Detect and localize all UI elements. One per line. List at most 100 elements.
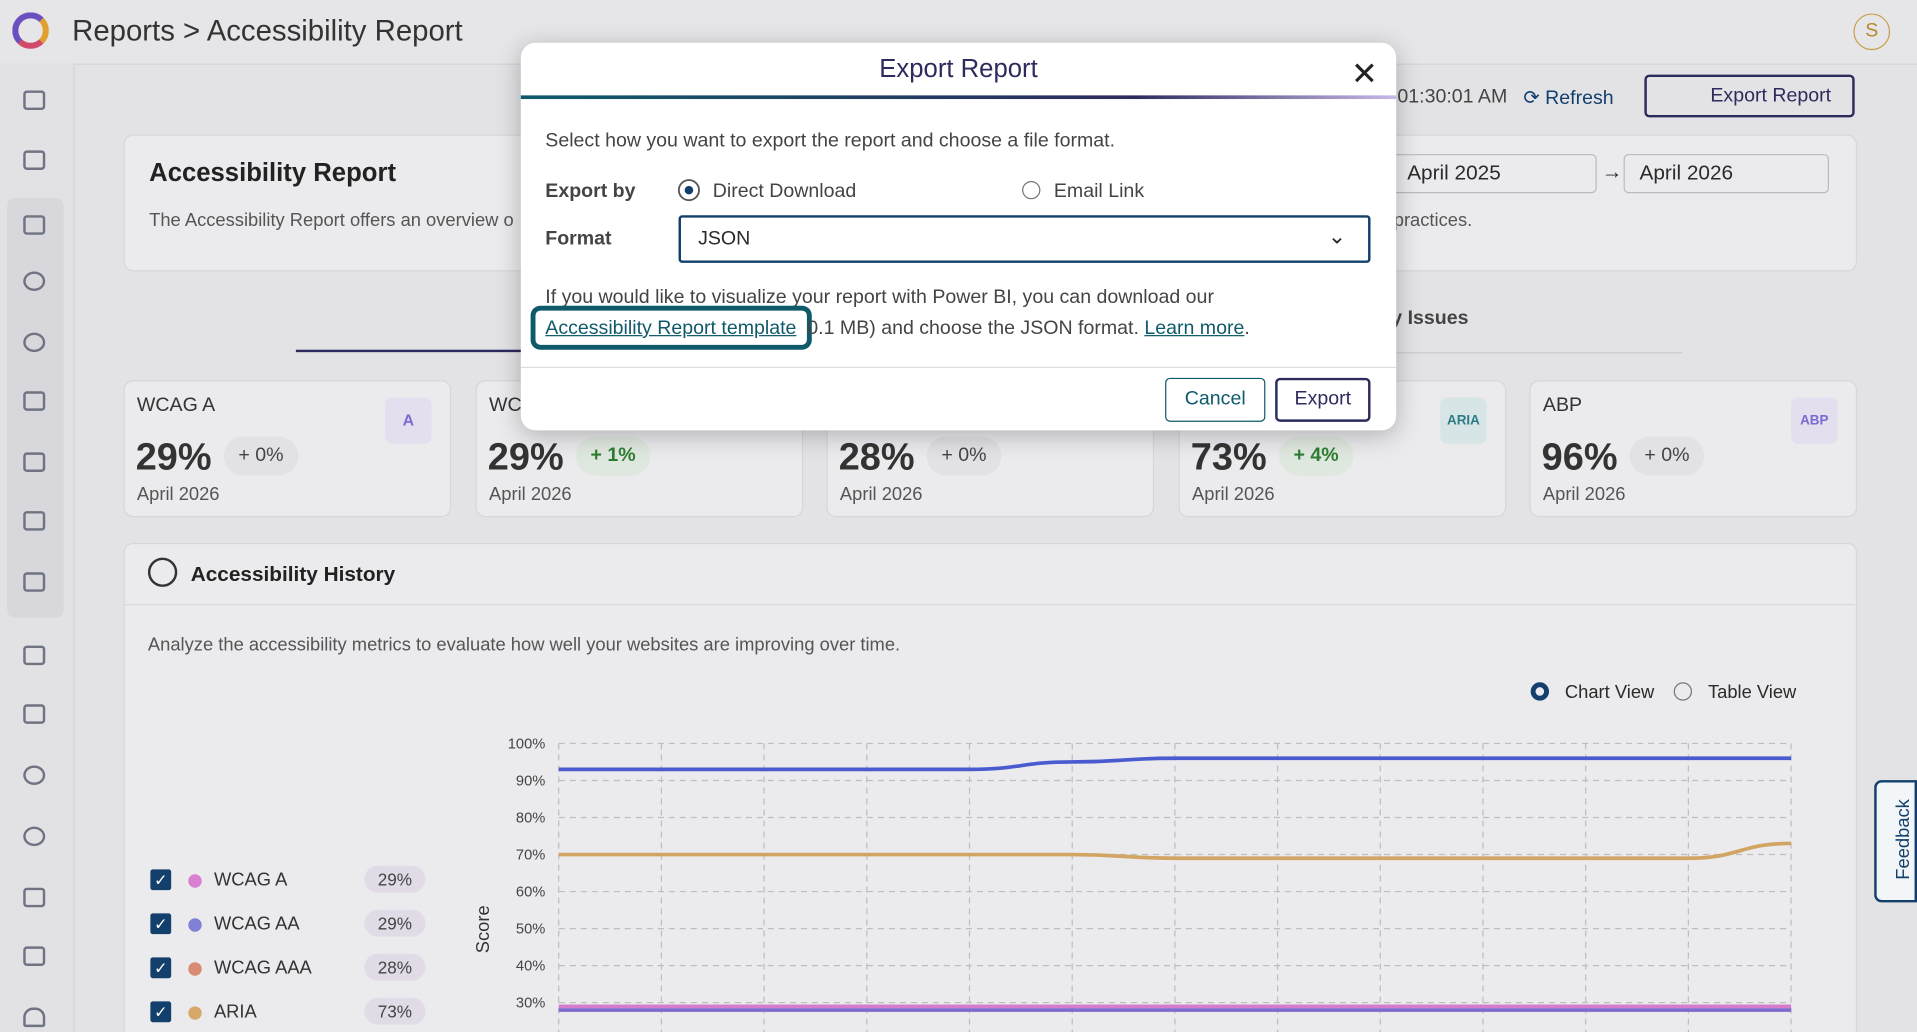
metric-change: + 4% [1278, 436, 1354, 476]
y-tick-label: 70% [516, 847, 545, 863]
info-size: 0.1 MB) and choose the JSON format. [807, 317, 1139, 339]
feedback-tab[interactable] [1874, 780, 1917, 903]
format-select[interactable]: JSON [678, 215, 1371, 263]
nav-icon[interactable] [23, 1007, 46, 1028]
radio-checked[interactable] [679, 180, 699, 200]
metric-label: ABP [1542, 394, 1583, 416]
series-line [558, 756, 1792, 772]
field-label: Format [545, 228, 612, 250]
metric-change: + 0% [223, 436, 299, 476]
metric-badge: ABP [1791, 397, 1838, 444]
metric-date: April 2026 [839, 484, 923, 505]
modal-rule [520, 95, 1397, 100]
avatar[interactable]: S [1853, 13, 1891, 51]
instruction: Select how you want to export the report… [545, 130, 1116, 152]
metric-date: April 2026 [1542, 484, 1626, 505]
tab-divider [1391, 352, 1683, 354]
history-title: Accessibility History [190, 562, 396, 586]
field-label: Export by [545, 180, 636, 202]
tab-indicator [295, 349, 541, 353]
legend-swatch [188, 962, 202, 976]
nav-icon[interactable] [23, 332, 46, 353]
metric-value: 29% [487, 435, 564, 479]
legend-name: ARIA [213, 1001, 257, 1023]
history-icon [147, 557, 178, 587]
breadcrumb[interactable]: Reports > Accessibility Report [72, 14, 463, 48]
metric-change: + 1% [575, 436, 651, 476]
focus-ring [530, 305, 812, 350]
y-tick-label: 90% [516, 773, 545, 789]
export-option[interactable]: Direct Download [712, 180, 857, 202]
metric-date: April 2026 [136, 484, 220, 505]
export-option[interactable]: Email Link [1053, 180, 1145, 202]
report-title: Accessibility Report [149, 158, 397, 188]
y-tick-label: 50% [516, 921, 545, 937]
export-button[interactable]: Export [1275, 377, 1371, 422]
export-modal: Export Report ✕ Select how you want to e… [520, 42, 1397, 431]
legend-value: 73% [364, 997, 426, 1025]
nav-icon[interactable] [23, 90, 46, 111]
y-tick-label: 40% [516, 959, 545, 975]
radio[interactable] [1673, 682, 1693, 701]
legend-swatch [188, 1006, 202, 1020]
export-report-button[interactable]: Export Report [1644, 74, 1855, 118]
close-button[interactable]: ✕ [1350, 55, 1378, 92]
view-option[interactable]: Chart View [1564, 682, 1655, 704]
view-option[interactable]: Table View [1707, 682, 1797, 704]
feedback-label[interactable]: Feedback [1893, 799, 1914, 880]
report-description: practices. [1393, 210, 1473, 232]
date-to[interactable]: April 2026 [1623, 154, 1829, 194]
info-end: . [1244, 317, 1250, 339]
legend-value: 28% [364, 953, 426, 981]
nav-icon[interactable] [23, 271, 46, 292]
nav-icon[interactable] [23, 511, 46, 531]
metric-change: + 0% [1629, 436, 1705, 476]
metric-value: 96% [1541, 435, 1618, 479]
cancel-button[interactable]: Cancel [1165, 377, 1266, 422]
nav-icon[interactable] [23, 826, 46, 847]
history-description: Analyze the accessibility metrics to eva… [147, 634, 901, 656]
checkbox[interactable]: ✓ [150, 913, 172, 935]
radio-checked[interactable] [1530, 682, 1550, 701]
refresh-button[interactable]: ⟳ Refresh [1523, 88, 1614, 109]
nav-icon[interactable] [23, 704, 46, 724]
nav-group [7, 198, 64, 618]
legend-value: 29% [364, 909, 426, 937]
learn-more-link[interactable]: Learn more [1144, 317, 1245, 339]
nav-icon[interactable] [23, 887, 46, 908]
nav-icon[interactable] [23, 215, 46, 235]
radio[interactable] [1022, 180, 1041, 200]
nav-icon[interactable] [23, 452, 46, 472]
nav-icon[interactable] [23, 391, 46, 411]
legend-swatch [188, 918, 202, 932]
metric-date: April 2026 [1192, 484, 1275, 505]
sidebar [0, 63, 75, 1032]
nav-icon[interactable] [23, 150, 46, 170]
tab[interactable]: y Issues [1391, 308, 1469, 329]
refresh-label: Refresh [1545, 88, 1614, 109]
nav-icon[interactable] [23, 572, 46, 592]
date-arrow: → [1601, 160, 1623, 184]
logo[interactable] [12, 12, 49, 49]
legend-name: WCAG AAA [213, 957, 312, 979]
metric-badge: A [385, 397, 432, 444]
report-description: The Accessibility Report offers an overv… [149, 210, 514, 232]
template-link[interactable]: Accessibility Report template [545, 317, 797, 339]
series-line [558, 841, 1792, 861]
y-axis-label: Score [472, 905, 493, 953]
checkbox[interactable]: ✓ [150, 869, 172, 891]
divider [123, 604, 1855, 606]
nav-icon[interactable] [23, 946, 46, 966]
nav-icon[interactable] [23, 645, 46, 666]
legend-name: WCAG A [213, 869, 288, 891]
checkbox[interactable]: ✓ [150, 957, 172, 979]
modal-title: Export Report [879, 55, 1038, 84]
timestamp: 01:30:01 AM [1397, 86, 1508, 108]
checkbox[interactable]: ✓ [150, 1001, 172, 1023]
metric-label: WCAG A [136, 394, 216, 416]
metric-date: April 2026 [489, 484, 572, 505]
nav-icon[interactable] [23, 765, 46, 786]
